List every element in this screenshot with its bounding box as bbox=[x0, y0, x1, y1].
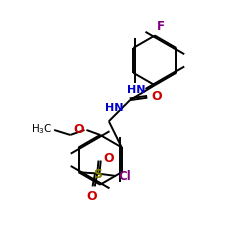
Text: O: O bbox=[86, 190, 97, 203]
Text: Cl: Cl bbox=[118, 170, 131, 183]
Text: O: O bbox=[151, 90, 162, 103]
Text: S: S bbox=[93, 168, 102, 181]
Text: H$_3$C: H$_3$C bbox=[31, 122, 53, 136]
Text: HN: HN bbox=[105, 103, 123, 113]
Text: O: O bbox=[103, 152, 114, 165]
Text: F: F bbox=[157, 20, 165, 32]
Text: HN: HN bbox=[127, 85, 146, 95]
Text: O: O bbox=[74, 123, 85, 136]
